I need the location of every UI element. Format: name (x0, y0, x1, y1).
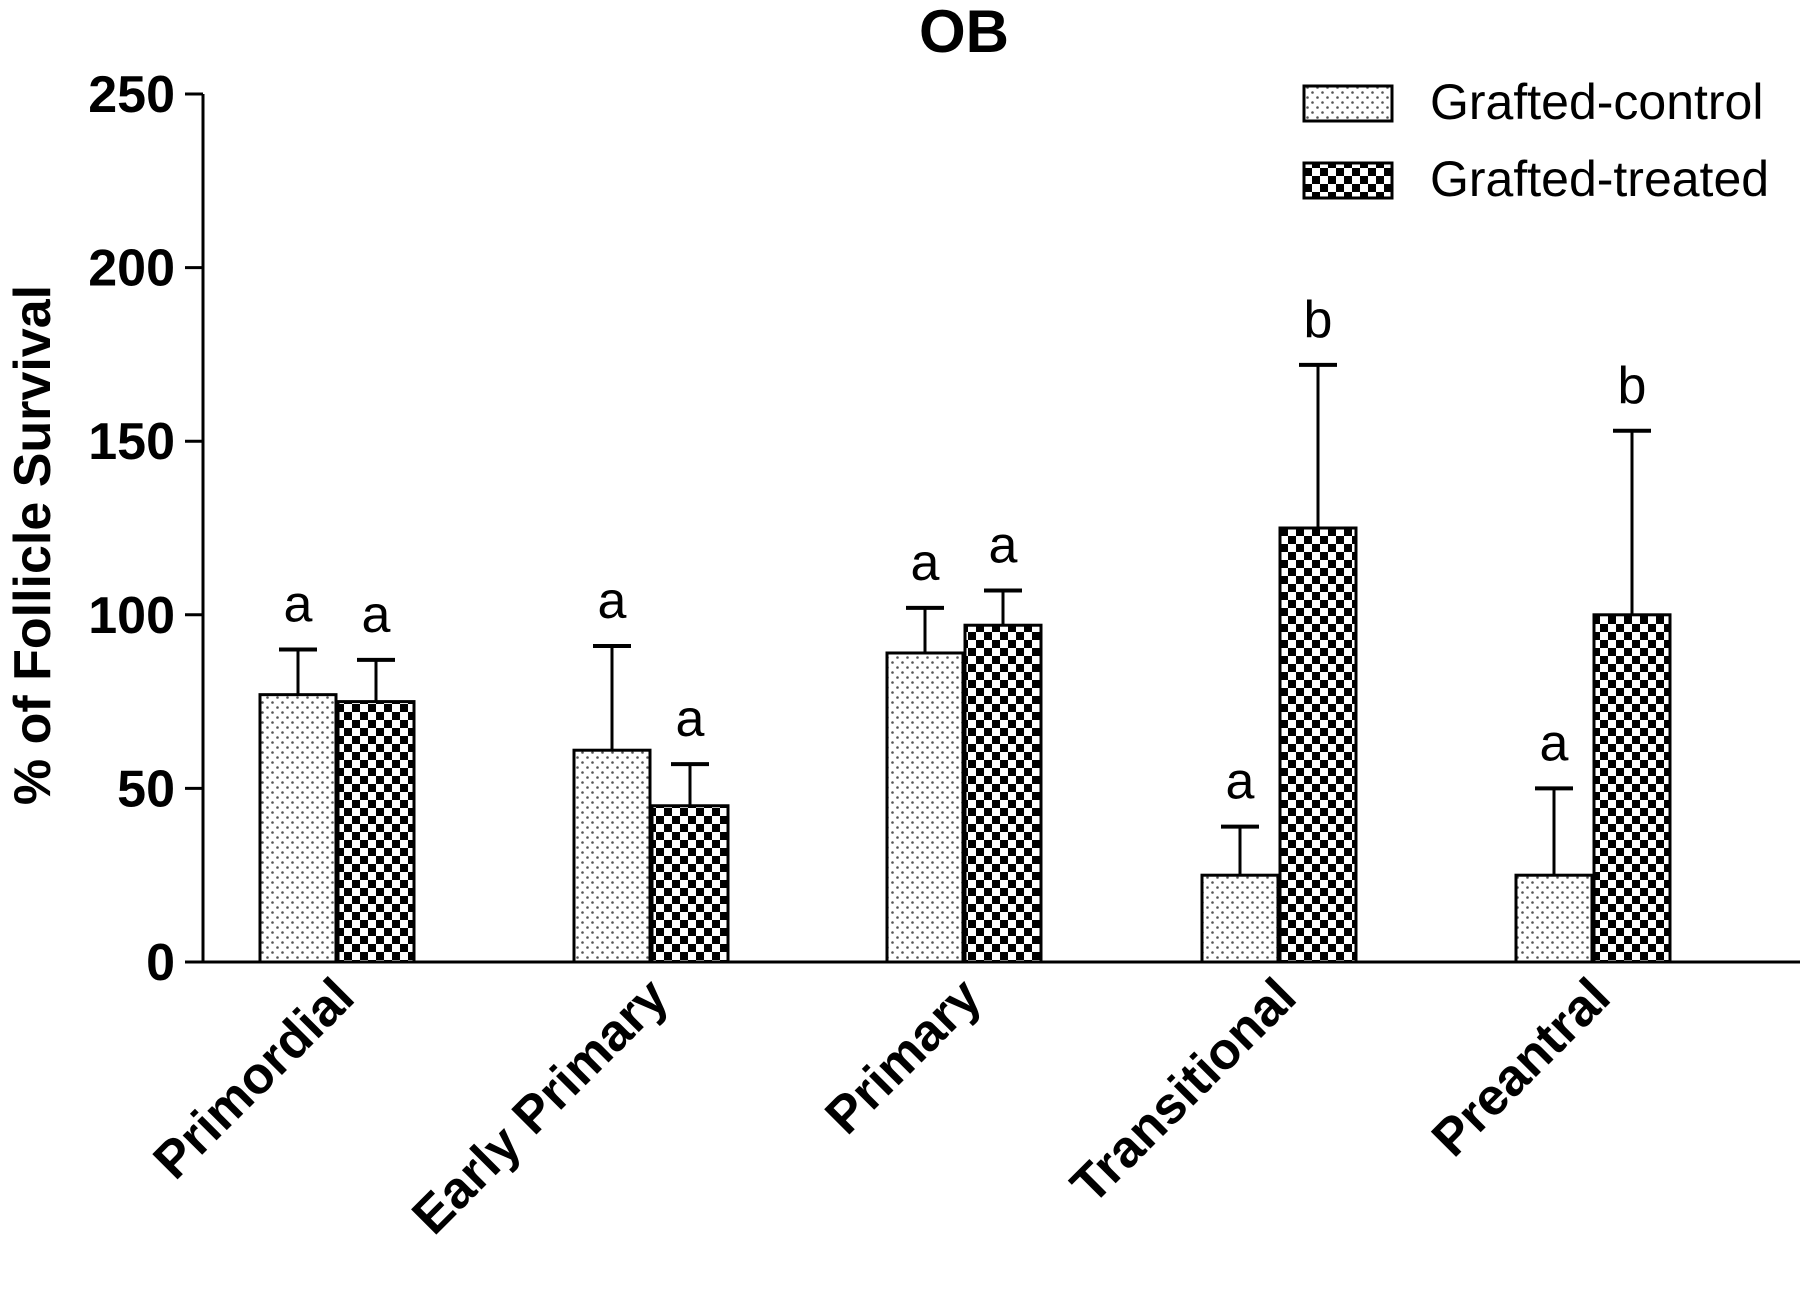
bar (336, 700, 416, 964)
significance-label: a (676, 690, 705, 748)
y-tick-label: 250 (88, 66, 175, 124)
x-tick-label: Primordial (143, 967, 366, 1190)
y-tick-label: 100 (88, 587, 175, 645)
legend-swatch (1302, 84, 1394, 123)
legend-label: Grafted-treated (1430, 151, 1769, 207)
legend-swatch (1302, 161, 1394, 200)
significance-label: a (1226, 753, 1255, 811)
significance-label: a (1540, 714, 1569, 772)
bar (572, 748, 652, 964)
chart-title: OB (919, 0, 1009, 65)
x-tick-label: Primary (815, 967, 993, 1145)
bar (650, 804, 730, 964)
y-tick-label: 150 (88, 413, 175, 471)
bar (885, 651, 965, 964)
y-tick-label: 200 (88, 240, 175, 298)
significance-label: a (911, 534, 940, 592)
x-tick-label: Transitional (1060, 967, 1307, 1214)
y-axis-label: % of Follicle Survival (4, 285, 62, 805)
y-tick-label: 50 (117, 760, 175, 818)
bar (1278, 526, 1358, 964)
bar (258, 693, 338, 964)
significance-label: a (989, 516, 1018, 574)
significance-label: a (284, 576, 313, 634)
x-tick-label: Early Primary (401, 967, 679, 1245)
y-ticks: 0 50 100 150 200 250 (88, 66, 203, 992)
legend-label: Grafted-control (1430, 74, 1763, 130)
bar (963, 623, 1043, 964)
significance-label: a (362, 586, 391, 644)
significance-label: a (598, 572, 627, 630)
bar (1592, 613, 1672, 964)
legend: Grafted-control Grafted-treated (1302, 74, 1769, 207)
significance-label: b (1304, 291, 1333, 349)
bar (1514, 873, 1594, 964)
y-tick-label: 0 (146, 934, 175, 992)
significance-label: b (1618, 357, 1647, 415)
x-ticks: Primordial Early Primary Primary Transition… (143, 967, 1622, 1245)
bar (1200, 873, 1280, 964)
x-tick-label: Preantral (1421, 967, 1621, 1167)
